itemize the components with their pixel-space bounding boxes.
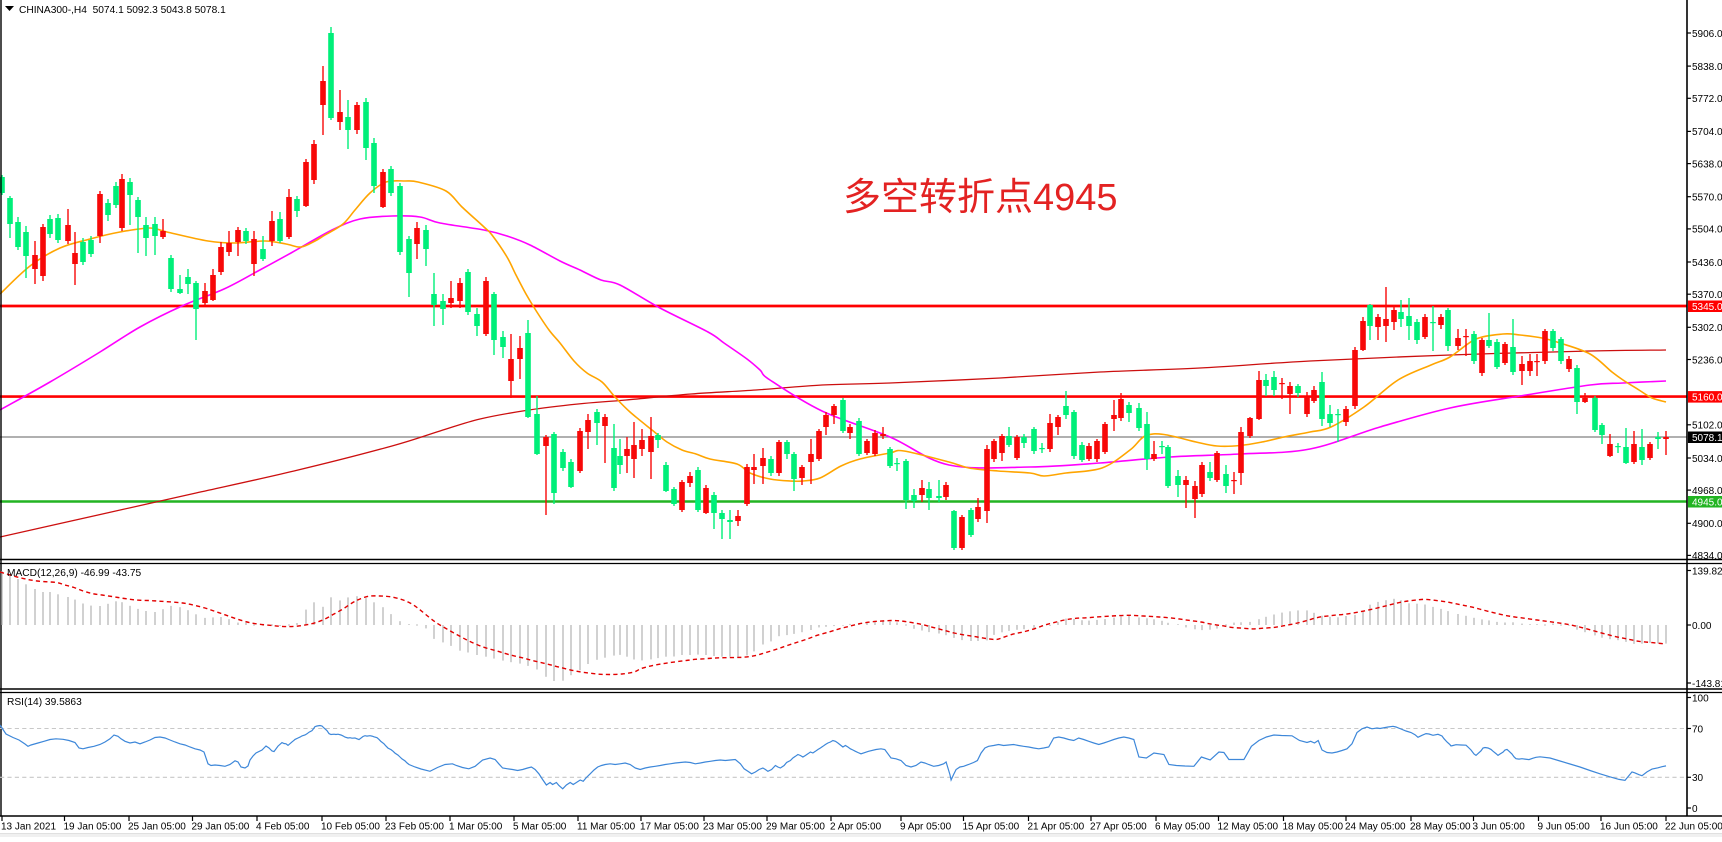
svg-text:5 Mar 05:00: 5 Mar 05:00 (513, 822, 567, 833)
svg-text:6 May 05:00: 6 May 05:00 (1155, 822, 1210, 833)
svg-text:30: 30 (1692, 773, 1704, 784)
svg-text:MACD(12,26,9) -46.99 -43.75: MACD(12,26,9) -46.99 -43.75 (7, 568, 142, 579)
svg-text:2 Apr 05:00: 2 Apr 05:00 (830, 822, 882, 833)
svg-text:19 Jan 05:00: 19 Jan 05:00 (64, 822, 122, 833)
svg-text:12 May 05:00: 12 May 05:00 (1218, 822, 1279, 833)
svg-text:5102.0: 5102.0 (1692, 421, 1722, 432)
svg-text:24 May 05:00: 24 May 05:00 (1345, 822, 1406, 833)
svg-text:5504.0: 5504.0 (1692, 225, 1722, 236)
svg-text:4945.0: 4945.0 (1692, 498, 1722, 509)
svg-text:28 May 05:00: 28 May 05:00 (1410, 822, 1471, 833)
svg-text:139.82: 139.82 (1692, 566, 1722, 577)
svg-text:13 Jan 2021: 13 Jan 2021 (1, 822, 56, 833)
svg-text:10 Feb 05:00: 10 Feb 05:00 (321, 822, 380, 833)
svg-text:17 Mar 05:00: 17 Mar 05:00 (640, 822, 699, 833)
svg-text:5704.0: 5704.0 (1692, 127, 1722, 138)
svg-text:70: 70 (1692, 724, 1704, 735)
svg-text:5638.0: 5638.0 (1692, 159, 1722, 170)
svg-text:5302.0: 5302.0 (1692, 323, 1722, 334)
svg-text:5078.1: 5078.1 (1692, 433, 1722, 444)
svg-text:5034.0: 5034.0 (1692, 454, 1722, 465)
svg-text:4968.0: 4968.0 (1692, 486, 1722, 497)
svg-text:5772.0: 5772.0 (1692, 94, 1722, 105)
svg-text:23 Mar 05:00: 23 Mar 05:00 (703, 822, 762, 833)
svg-text:5160.0: 5160.0 (1692, 393, 1722, 404)
svg-text:100: 100 (1692, 693, 1709, 704)
svg-text:4900.0: 4900.0 (1692, 519, 1722, 530)
svg-text:23 Feb 05:00: 23 Feb 05:00 (385, 822, 444, 833)
svg-text:3 Jun 05:00: 3 Jun 05:00 (1473, 822, 1526, 833)
svg-text:18 May 05:00: 18 May 05:00 (1283, 822, 1344, 833)
svg-text:0.00: 0.00 (1692, 621, 1712, 632)
svg-text:-143.81: -143.81 (1692, 679, 1722, 690)
svg-text:5345.0: 5345.0 (1692, 302, 1722, 313)
svg-text:1 Mar 05:00: 1 Mar 05:00 (449, 822, 503, 833)
svg-text:9 Jun 05:00: 9 Jun 05:00 (1538, 822, 1591, 833)
svg-text:5370.0: 5370.0 (1692, 290, 1722, 301)
svg-text:29 Mar 05:00: 29 Mar 05:00 (766, 822, 825, 833)
svg-text:5436.0: 5436.0 (1692, 258, 1722, 269)
svg-text:0: 0 (1692, 804, 1698, 815)
svg-text:RSI(14) 39.5863: RSI(14) 39.5863 (7, 697, 82, 708)
svg-text:25 Jan 05:00: 25 Jan 05:00 (128, 822, 186, 833)
svg-text:4 Feb 05:00: 4 Feb 05:00 (256, 822, 310, 833)
svg-text:4834.0: 4834.0 (1692, 551, 1722, 562)
svg-text:16 Jun 05:00: 16 Jun 05:00 (1600, 822, 1658, 833)
svg-text:CHINA300-,H4 5074.1 5092.3 50: CHINA300-,H4 5074.1 5092.3 5043.8 5078.1 (19, 5, 226, 16)
svg-text:多空转折点4945: 多空转折点4945 (843, 177, 1118, 219)
svg-text:5906.0: 5906.0 (1692, 29, 1722, 40)
svg-text:5570.0: 5570.0 (1692, 193, 1722, 204)
svg-text:11 Mar 05:00: 11 Mar 05:00 (577, 822, 636, 833)
svg-text:21 Apr 05:00: 21 Apr 05:00 (1028, 822, 1085, 833)
svg-text:22 Jun 05:00: 22 Jun 05:00 (1665, 822, 1722, 833)
svg-text:15 Apr 05:00: 15 Apr 05:00 (963, 822, 1020, 833)
svg-text:27 Apr 05:00: 27 Apr 05:00 (1090, 822, 1147, 833)
svg-text:5236.0: 5236.0 (1692, 355, 1722, 366)
svg-text:9 Apr 05:00: 9 Apr 05:00 (900, 822, 952, 833)
svg-text:5838.0: 5838.0 (1692, 62, 1722, 73)
svg-text:29 Jan 05:00: 29 Jan 05:00 (192, 822, 250, 833)
